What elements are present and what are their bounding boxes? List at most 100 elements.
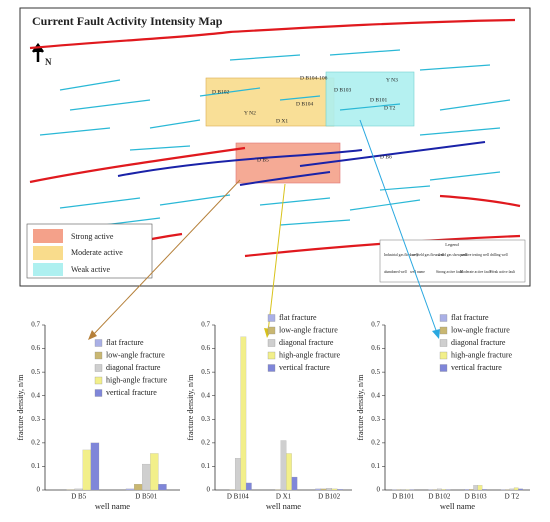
map-title: Current Fault Activity Intensity Map — [32, 14, 223, 28]
well-label: D T2 — [384, 105, 396, 111]
legend-label: Moderate active — [71, 248, 123, 257]
legend-swatch — [94, 376, 103, 385]
legend-label: low-angle fracture — [106, 350, 165, 359]
y-tick-label: 0 — [207, 486, 211, 494]
y-axis-label: fracture density, n/m — [186, 374, 195, 441]
y-tick-label: 0.7 — [201, 321, 210, 329]
legend-label: high-angle fracture — [451, 350, 513, 359]
y-tick-label: 0.6 — [31, 344, 40, 352]
y-tick-label: 0.7 — [31, 321, 40, 329]
y-tick-label: 0.1 — [31, 462, 40, 470]
bar — [331, 488, 338, 491]
y-axis-label: fracture density, n/m — [356, 374, 365, 441]
well-label: D B104-106 — [300, 75, 328, 81]
bar — [518, 488, 523, 491]
legend-swatch — [267, 364, 276, 372]
legend-swatch — [94, 339, 103, 347]
y-tick-label: 0.5 — [201, 368, 210, 376]
bar — [473, 485, 478, 491]
x-tick-label: D B101 — [392, 493, 414, 501]
legend-swatch — [33, 263, 63, 276]
legend-label: vertical fracture — [451, 363, 502, 372]
bar — [82, 449, 92, 491]
legend-swatch — [439, 339, 448, 347]
bar — [320, 488, 327, 491]
x-tick-label: D B104 — [227, 493, 249, 501]
legend-label: drilling well — [490, 253, 508, 257]
legend-title: Legend — [445, 242, 459, 247]
well-label: D B102 — [212, 89, 230, 95]
bar — [337, 489, 343, 491]
y-tick-label: 0.2 — [201, 438, 210, 446]
y-tick-label: 0.5 — [31, 368, 40, 376]
bar — [464, 489, 470, 491]
x-tick-label: D T2 — [505, 493, 520, 501]
x-tick-label: D X1 — [276, 493, 292, 501]
x-tick-label: D B5 — [71, 493, 86, 501]
well-label: D B103 — [334, 87, 352, 93]
legend-label: positive testing well — [460, 253, 489, 257]
x-tick-label: D B102 — [318, 493, 340, 501]
legend-swatch — [439, 364, 448, 372]
symbol-legend-box — [379, 239, 526, 283]
bar — [158, 484, 167, 491]
legend-label: high-angle fracture — [279, 350, 341, 359]
legend-swatch — [33, 246, 63, 260]
bar — [125, 488, 135, 491]
legend-label: vertical fracture — [106, 388, 157, 397]
bar — [280, 440, 287, 491]
legend-label: flat fracture — [451, 313, 489, 322]
y-tick-label: 0.1 — [371, 462, 380, 470]
bar — [291, 476, 298, 491]
legend-label: Strong active fault — [436, 270, 463, 274]
x-tick-label: D B102 — [428, 493, 450, 501]
x-axis-label: well name — [266, 501, 301, 511]
y-tick-label: 0.1 — [201, 462, 210, 470]
y-tick-label: 0.4 — [31, 391, 40, 399]
bar — [326, 488, 333, 491]
weak-zone — [325, 71, 415, 127]
legend-label: diagonal fracture — [451, 338, 506, 347]
x-axis-label: well name — [440, 501, 475, 511]
legend-swatch — [94, 351, 103, 360]
bar — [234, 458, 241, 491]
x-tick-label: D B103 — [465, 493, 487, 501]
legend-label: flat fracture — [279, 313, 317, 322]
well-label: Y N3 — [386, 77, 398, 83]
legend-label: diagonal fracture — [106, 363, 161, 372]
y-tick-label: 0.5 — [371, 368, 380, 376]
y-tick-label: 0.2 — [371, 438, 380, 446]
bar — [245, 482, 252, 491]
bar — [134, 484, 143, 491]
legend-label: oil and gas show well — [436, 253, 467, 257]
bar — [437, 488, 442, 491]
bar — [513, 487, 519, 491]
y-tick-label: 0.3 — [201, 415, 210, 423]
legend-label: well name — [410, 270, 425, 274]
legend-label: low-angle fracture — [279, 325, 338, 334]
legend-swatch — [439, 314, 448, 322]
moderate-zone — [205, 77, 335, 127]
bar — [90, 442, 100, 491]
legend-swatch — [267, 326, 276, 335]
legend-swatch — [439, 326, 448, 335]
legend-label: vertical fracture — [279, 363, 330, 372]
y-tick-label: 0.2 — [31, 438, 40, 446]
y-axis-label: fracture density, n/m — [16, 374, 25, 441]
legend-label: Moderate active fault — [460, 270, 491, 274]
bar — [286, 453, 292, 491]
bar — [509, 488, 515, 491]
bar — [74, 488, 83, 491]
bar — [482, 489, 487, 491]
well-label: D X1 — [276, 118, 288, 124]
legend-swatch — [267, 339, 276, 347]
zone-legend: Strong active Moderate active Weak activ… — [26, 223, 153, 279]
legend-label: Strong active — [71, 232, 114, 241]
legend-swatch — [33, 229, 63, 243]
legend-label: Weak active — [71, 265, 111, 274]
legend-swatch — [267, 351, 276, 360]
bar — [441, 489, 446, 491]
well-label: D B5 — [257, 157, 269, 163]
north-label: N — [45, 57, 52, 67]
